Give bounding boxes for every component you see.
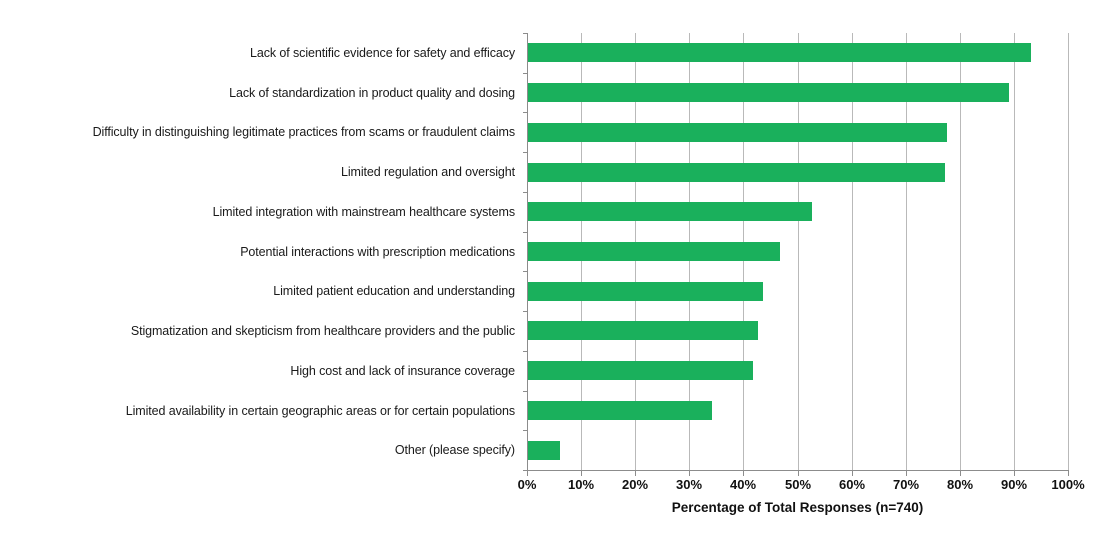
y-axis-tick — [523, 33, 528, 34]
category-label-4: Limited integration with mainstream heal… — [212, 204, 515, 219]
bar-8 — [528, 361, 753, 380]
x-tick-label-100%: 100% — [1051, 477, 1085, 492]
bar-0 — [528, 43, 1031, 62]
x-tick-label-20%: 20% — [621, 477, 649, 492]
y-axis-line — [527, 33, 528, 471]
x-axis-tick-20% — [635, 471, 636, 476]
bar-9 — [528, 401, 712, 420]
gridline-80 — [960, 33, 961, 470]
x-axis-tick-40% — [743, 471, 744, 476]
y-axis-tick — [523, 430, 528, 431]
x-tick-label-60%: 60% — [838, 477, 866, 492]
gridline-100 — [1068, 33, 1069, 470]
bar-2 — [528, 123, 947, 142]
x-tick-label-40%: 40% — [729, 477, 757, 492]
category-label-2: Difficulty in distinguishing legitimate … — [92, 124, 516, 139]
y-axis-tick — [523, 73, 528, 74]
category-label-9: Limited availability in certain geograph… — [125, 403, 515, 418]
category-label-7: Stigmatization and skepticism from healt… — [130, 323, 515, 338]
y-axis-tick — [523, 152, 528, 153]
bar-10 — [528, 441, 560, 460]
x-axis-tick-60% — [852, 471, 853, 476]
x-axis-title: Percentage of Total Responses (n=740) — [671, 500, 924, 515]
x-axis-tick-30% — [689, 471, 690, 476]
y-axis-tick — [523, 351, 528, 352]
x-tick-label-90%: 90% — [1000, 477, 1028, 492]
bar-4 — [528, 202, 812, 221]
y-axis-tick — [523, 232, 528, 233]
gridline-60 — [852, 33, 853, 470]
x-tick-label-50%: 50% — [784, 477, 812, 492]
category-label-6: Limited patient education and understand… — [273, 283, 515, 298]
y-axis-tick — [523, 192, 528, 193]
y-axis-tick — [523, 470, 528, 471]
bar-3 — [528, 163, 945, 182]
x-tick-label-80%: 80% — [946, 477, 974, 492]
gridline-50 — [798, 33, 799, 470]
x-axis-tick-0% — [527, 471, 528, 476]
y-axis-tick — [523, 271, 528, 272]
x-axis-line — [523, 470, 1069, 471]
category-label-10: Other (please specify) — [394, 442, 515, 457]
gridline-70 — [906, 33, 907, 470]
x-axis-tick-10% — [581, 471, 582, 476]
category-label-0: Lack of scientific evidence for safety a… — [250, 45, 515, 60]
bar-5 — [528, 242, 780, 261]
bar-1 — [528, 83, 1009, 102]
x-tick-label-70%: 70% — [892, 477, 920, 492]
x-axis-tick-80% — [960, 471, 961, 476]
x-tick-label-0%: 0% — [517, 477, 537, 492]
bar-7 — [528, 321, 758, 340]
category-label-8: High cost and lack of insurance coverage — [290, 363, 515, 378]
y-axis-tick — [523, 311, 528, 312]
x-axis-tick-90% — [1014, 471, 1015, 476]
x-axis-tick-50% — [798, 471, 799, 476]
category-label-1: Lack of standardization in product quali… — [229, 85, 515, 100]
x-tick-label-10%: 10% — [567, 477, 595, 492]
y-axis-tick — [523, 112, 528, 113]
x-axis-tick-100% — [1068, 471, 1069, 476]
x-tick-label-30%: 30% — [675, 477, 703, 492]
category-label-3: Limited regulation and oversight — [341, 164, 515, 179]
category-label-5: Potential interactions with prescription… — [240, 244, 515, 259]
bar-6 — [528, 282, 763, 301]
x-axis-tick-70% — [906, 471, 907, 476]
y-axis-tick — [523, 391, 528, 392]
gridline-90 — [1014, 33, 1015, 470]
